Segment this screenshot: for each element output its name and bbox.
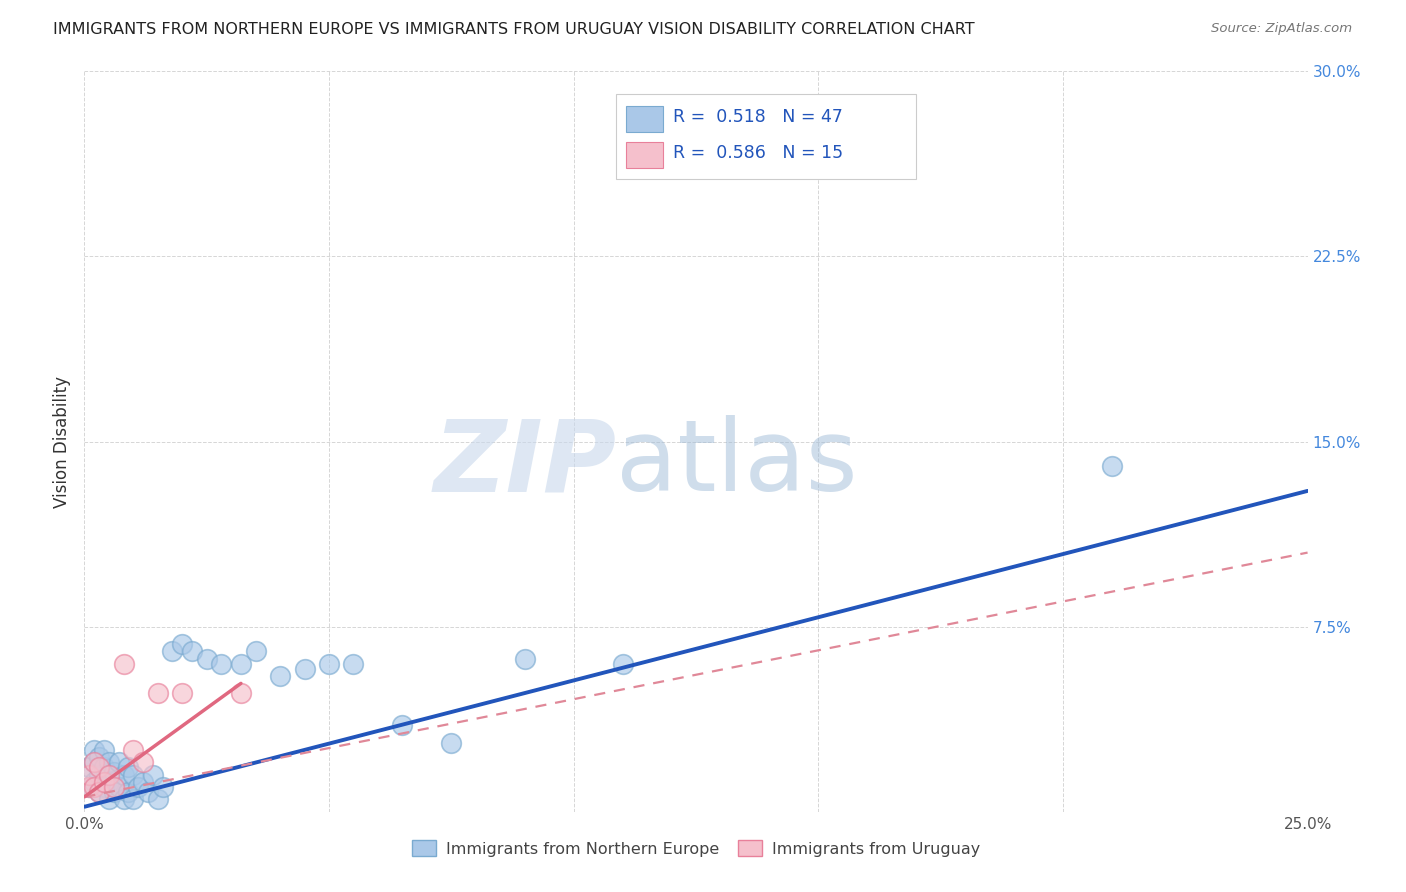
Text: atlas: atlas <box>616 416 858 512</box>
Point <box>83 756 105 770</box>
Point <box>758 123 780 137</box>
Point <box>162 644 184 658</box>
Point <box>87 785 110 799</box>
Point <box>83 743 105 757</box>
Point <box>87 760 110 774</box>
Point <box>122 743 145 757</box>
Point <box>97 767 120 781</box>
Point <box>87 767 110 781</box>
Point <box>112 792 135 806</box>
Point <box>87 785 110 799</box>
Text: ZIP: ZIP <box>433 416 616 512</box>
Point <box>513 651 536 665</box>
Point <box>152 780 174 794</box>
Point <box>172 637 194 651</box>
Legend: Immigrants from Northern Europe, Immigrants from Uruguay: Immigrants from Northern Europe, Immigra… <box>406 834 986 863</box>
Point <box>83 775 105 789</box>
Point <box>122 792 145 806</box>
Point <box>181 644 204 658</box>
Text: R =  0.518   N = 47: R = 0.518 N = 47 <box>672 108 842 127</box>
Point <box>112 767 135 781</box>
Point <box>83 780 105 794</box>
Point <box>318 657 340 671</box>
Point <box>132 775 155 789</box>
Point <box>97 792 120 806</box>
Point <box>294 662 316 676</box>
Point <box>612 657 634 671</box>
Point <box>87 750 110 764</box>
Point <box>172 686 194 700</box>
Point <box>391 718 413 732</box>
Point <box>107 780 129 794</box>
Point <box>77 780 100 794</box>
Text: Source: ZipAtlas.com: Source: ZipAtlas.com <box>1212 22 1353 36</box>
Point <box>77 780 100 794</box>
Point <box>77 760 100 774</box>
Point <box>107 756 129 770</box>
Point <box>112 657 135 671</box>
Point <box>229 657 252 671</box>
Point <box>93 743 115 757</box>
Point <box>229 686 252 700</box>
Point <box>103 765 125 780</box>
Point <box>146 792 169 806</box>
Point <box>93 780 115 794</box>
Point <box>122 767 145 781</box>
FancyBboxPatch shape <box>626 106 664 132</box>
Point <box>103 780 125 794</box>
Point <box>195 651 218 665</box>
Point <box>1101 459 1123 474</box>
Point <box>103 785 125 799</box>
Point <box>342 657 364 671</box>
Point <box>77 767 100 781</box>
Point <box>97 756 120 770</box>
Point <box>132 756 155 770</box>
Point <box>136 785 159 799</box>
Text: IMMIGRANTS FROM NORTHERN EUROPE VS IMMIGRANTS FROM URUGUAY VISION DISABILITY COR: IMMIGRANTS FROM NORTHERN EUROPE VS IMMIG… <box>53 22 974 37</box>
Point <box>83 756 105 770</box>
Point <box>245 644 267 658</box>
FancyBboxPatch shape <box>616 94 917 178</box>
Point <box>209 657 232 671</box>
Point <box>142 767 165 781</box>
Point <box>269 669 291 683</box>
Point <box>127 780 149 794</box>
Point <box>97 775 120 789</box>
Point <box>146 686 169 700</box>
Y-axis label: Vision Disability: Vision Disability <box>53 376 72 508</box>
Point <box>117 760 139 774</box>
Point <box>117 785 139 799</box>
Point <box>93 775 115 789</box>
FancyBboxPatch shape <box>626 142 664 168</box>
Text: R =  0.586   N = 15: R = 0.586 N = 15 <box>672 144 842 161</box>
Point <box>440 736 463 750</box>
Point <box>93 760 115 774</box>
